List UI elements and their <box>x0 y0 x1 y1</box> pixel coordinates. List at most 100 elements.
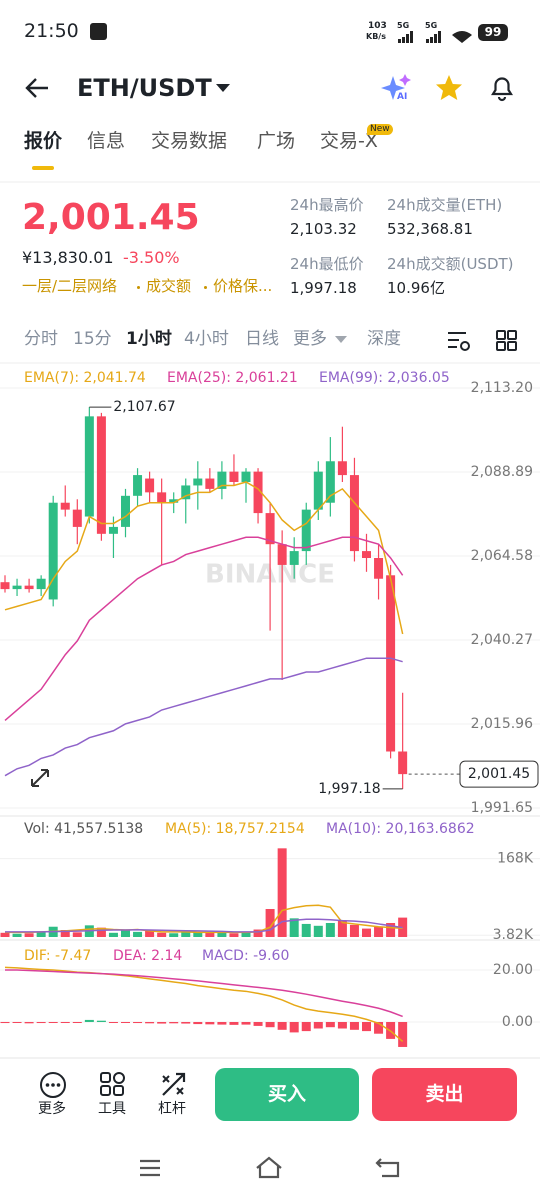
volume-bar <box>374 926 384 937</box>
action-label[interactable]: 更多 <box>38 1101 66 1117</box>
tag[interactable]: 一层/二层网络 <box>22 277 118 295</box>
volume-bar <box>217 931 227 937</box>
macd-bar <box>337 1022 347 1029</box>
candle-body <box>169 499 179 503</box>
action-label[interactable]: 工具 <box>98 1101 126 1117</box>
interval[interactable]: 深度 <box>367 329 401 349</box>
interval-active[interactable]: 1小时 <box>126 329 172 349</box>
tools-icon[interactable] <box>99 1071 127 1099</box>
legend-label: EMA(25): 2,061.21 <box>167 370 298 386</box>
macd-bar <box>349 1022 359 1030</box>
stat-value: 532,368.81 <box>387 220 473 238</box>
legend-label: Vol: 41,557.5138 <box>24 821 143 837</box>
nav-back[interactable] <box>375 1158 400 1178</box>
stat-value: 10.96亿 <box>387 279 445 297</box>
low-label: 1,997.18 <box>318 781 380 797</box>
y-tick-label: 168K <box>497 851 534 867</box>
volume-bar <box>241 932 251 937</box>
macd-bar <box>313 1022 323 1029</box>
macd-bar <box>265 1022 275 1028</box>
macd-bar <box>121 1022 130 1024</box>
volume-bar <box>108 932 118 937</box>
interval[interactable]: 分时 <box>24 329 58 349</box>
tag[interactable]: 成交额 <box>146 277 192 295</box>
macd-bar <box>253 1022 263 1026</box>
pair-dropdown[interactable] <box>215 82 231 94</box>
signal-icons <box>398 31 472 43</box>
tab[interactable]: 信息 <box>87 130 126 152</box>
alert-bell[interactable] <box>488 74 516 102</box>
favorite-star[interactable] <box>435 74 463 102</box>
buy-button[interactable]: 买入 <box>215 1068 359 1121</box>
sell-button[interactable]: 卖出 <box>372 1068 517 1121</box>
tab[interactable]: 交易-X <box>320 130 378 152</box>
margin-icon[interactable] <box>160 1071 188 1099</box>
legend-label: EMA(99): 2,036.05 <box>319 370 450 386</box>
macd-bar <box>205 1022 215 1025</box>
volume-bar <box>205 932 215 937</box>
candle-body <box>121 495 130 527</box>
interval[interactable]: 日线 <box>245 329 279 349</box>
candle-body <box>374 558 384 579</box>
new-badge: New <box>367 124 393 135</box>
macd-bar <box>72 1022 82 1024</box>
back-button[interactable] <box>24 76 50 100</box>
legend-label: EMA(7): 2,041.74 <box>24 370 146 386</box>
y-tick-label: 1,991.65 <box>471 800 533 816</box>
interval[interactable]: 4小时 <box>184 329 229 349</box>
pair-title[interactable]: ETH/USDT <box>77 74 212 102</box>
action-label[interactable]: 杠杆 <box>158 1101 186 1117</box>
candle-body <box>277 544 287 565</box>
volume-bar <box>386 923 396 937</box>
legend-label: MACD: -9.60 <box>202 948 289 964</box>
interval[interactable]: 更多 <box>293 329 327 349</box>
price-change: -3.50% <box>123 248 180 267</box>
y-tick-label: 2,015.96 <box>471 716 533 732</box>
macd-bar <box>325 1022 335 1028</box>
candle-body <box>181 485 191 500</box>
tab[interactable]: 交易数据 <box>151 130 228 152</box>
y-tick-label: 2,113.20 <box>471 380 533 396</box>
candle-body <box>12 585 22 590</box>
signal-label: 5G <box>425 21 438 30</box>
candle-body <box>145 478 155 493</box>
nav-home[interactable] <box>256 1156 282 1179</box>
tag[interactable]: 价格保... <box>213 277 273 295</box>
ai-icon[interactable] <box>381 72 413 104</box>
candle-body <box>241 471 251 482</box>
candle-body <box>325 461 335 503</box>
volume-bar <box>362 928 371 937</box>
indicator-settings[interactable] <box>446 329 472 353</box>
volume-bar <box>133 931 143 937</box>
candle-body <box>108 526 118 534</box>
tab[interactable]: 广场 <box>257 130 296 152</box>
stat-value: 1,997.18 <box>290 279 357 297</box>
more-icon[interactable] <box>39 1071 67 1099</box>
candle-body <box>205 478 215 489</box>
volume-bar <box>229 933 239 937</box>
volume-bar <box>0 932 10 937</box>
expand-icon[interactable] <box>31 769 49 787</box>
volume-bar <box>169 933 179 937</box>
signal-label: 5G <box>397 21 410 30</box>
layout-toggle[interactable] <box>496 330 518 352</box>
indicator-line <box>4 657 403 777</box>
candle-body <box>157 492 167 503</box>
y-tick-label: 0.00 <box>502 1014 533 1030</box>
candle-body <box>24 585 34 590</box>
indicator-line <box>5 904 403 934</box>
legend-label: MA(5): 18,757.2154 <box>165 821 305 837</box>
macd-bar <box>301 1022 311 1032</box>
separator-dot <box>204 286 207 289</box>
tab[interactable]: 报价 <box>24 130 63 152</box>
volume-bar <box>265 909 275 937</box>
nav-menu[interactable] <box>140 1159 160 1177</box>
volume-bar <box>313 925 323 937</box>
volume-bar <box>337 920 347 937</box>
high-label: 2,107.67 <box>113 399 175 415</box>
macd-bar <box>60 1022 70 1024</box>
candle-body <box>253 471 263 514</box>
interval[interactable]: 15分 <box>73 329 112 349</box>
